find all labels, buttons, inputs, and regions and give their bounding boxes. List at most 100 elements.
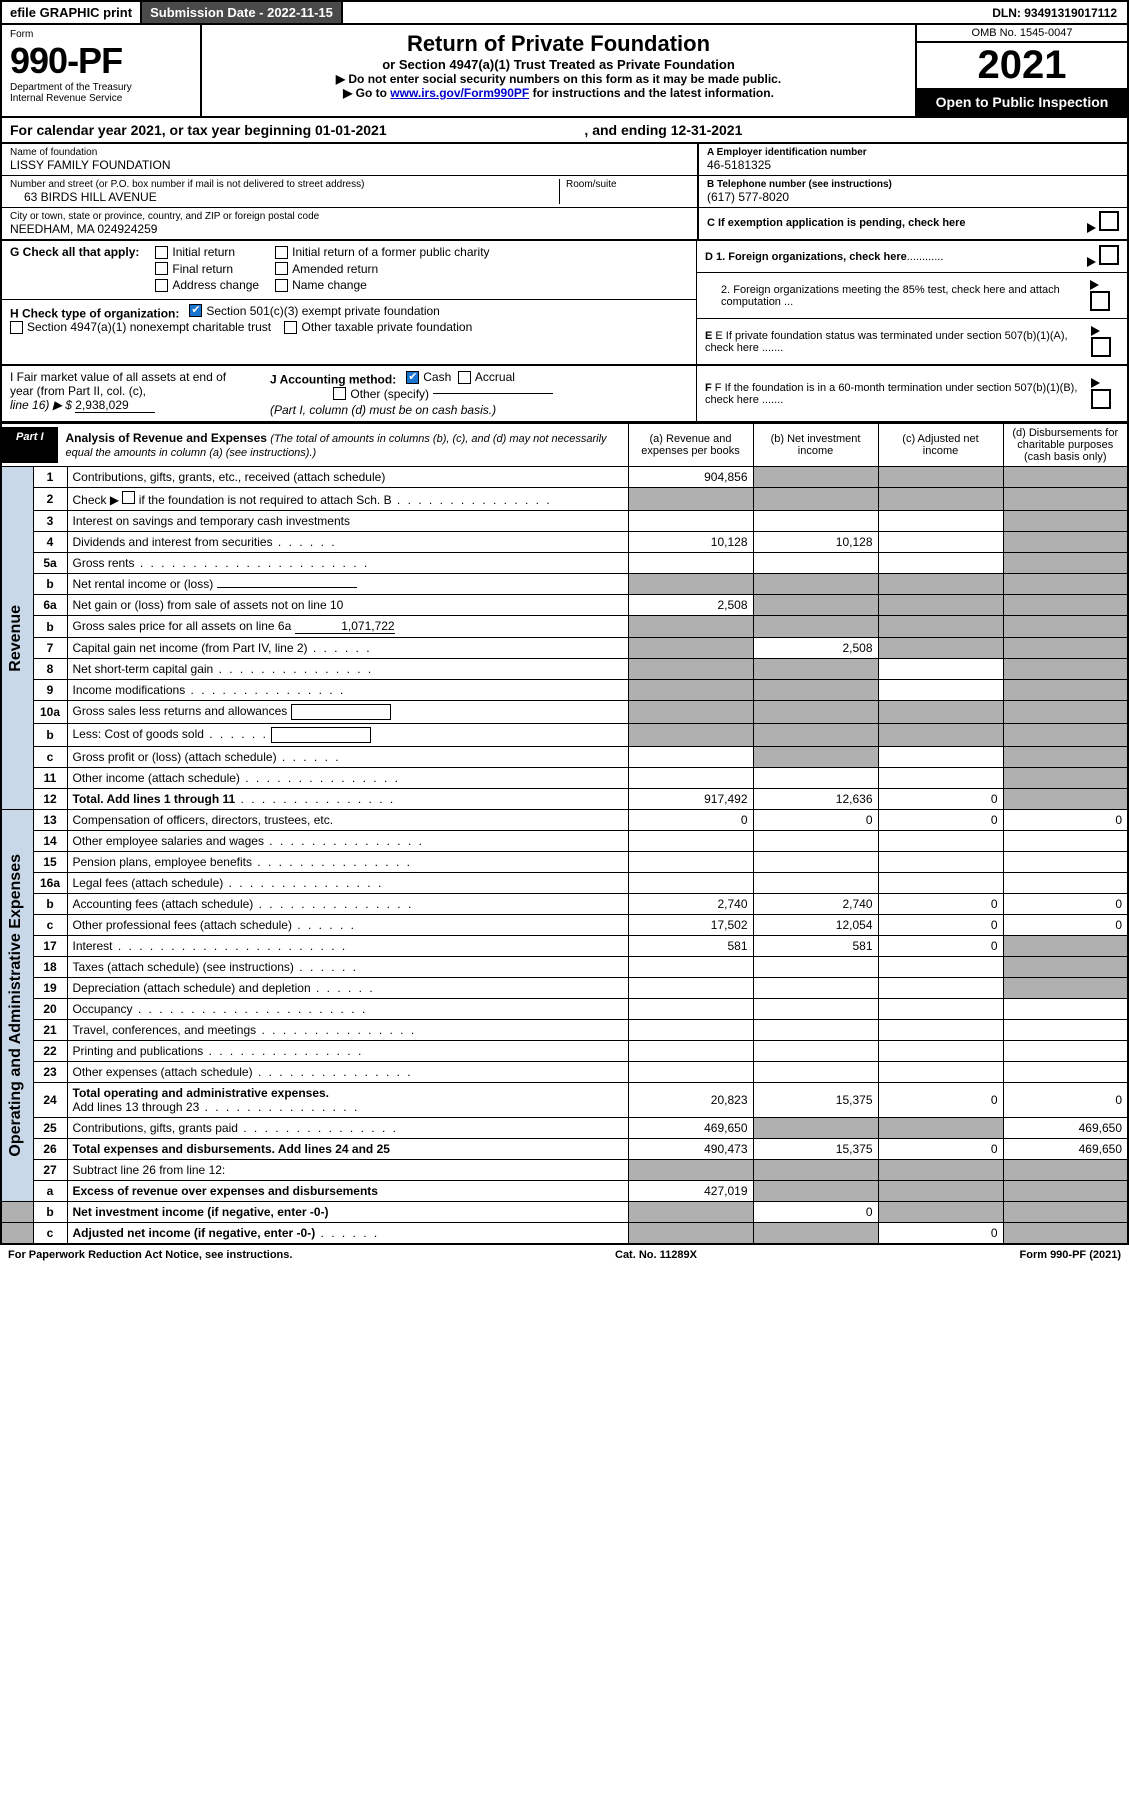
c-checkbox[interactable] <box>1099 211 1119 231</box>
instr-2: ▶ Go to www.irs.gov/Form990PF for instru… <box>212 86 905 100</box>
line-13: Compensation of officers, directors, tru… <box>67 810 628 831</box>
col-c-header: (c) Adjusted net income <box>878 424 1003 467</box>
col-d-header: (d) Disbursements for charitable purpose… <box>1003 424 1128 467</box>
r24-a: 20,823 <box>628 1083 753 1118</box>
r25-d: 469,650 <box>1003 1118 1128 1139</box>
line-5b: Net rental income or (loss) <box>67 574 628 595</box>
street-address: 63 BIRDS HILL AVENUE <box>10 190 559 204</box>
line-7: Capital gain net income (from Part IV, l… <box>67 638 628 659</box>
r16c-a: 17,502 <box>628 915 753 936</box>
r17-c: 0 <box>878 936 1003 957</box>
line-27b: Net investment income (if negative, ente… <box>67 1202 628 1223</box>
city-state-zip: NEEDHAM, MA 024924259 <box>10 222 689 236</box>
checks-section: G Check all that apply: Initial return F… <box>0 241 1129 366</box>
g-name-label: Name change <box>292 278 367 292</box>
form-title: Return of Private Foundation <box>212 31 905 57</box>
line-6b: Gross sales price for all assets on line… <box>67 616 628 638</box>
d2-checkbox[interactable] <box>1090 291 1110 311</box>
part1-tab: Part I <box>2 427 58 463</box>
line-23: Other expenses (attach schedule) <box>67 1062 628 1083</box>
room-label: Room/suite <box>566 179 689 190</box>
g-initial-checkbox[interactable] <box>155 246 168 259</box>
line-14: Other employee salaries and wages <box>67 831 628 852</box>
f-checkbox[interactable] <box>1091 389 1111 409</box>
line-27a: Excess of revenue over expenses and disb… <box>67 1181 628 1202</box>
r16b-d: 0 <box>1003 894 1128 915</box>
submission-date: Submission Date - 2022-11-15 <box>142 2 343 23</box>
j-accrual-checkbox[interactable] <box>458 371 471 384</box>
line-10a: Gross sales less returns and allowances <box>67 701 628 724</box>
fmv-value: 2,938,029 <box>75 398 155 413</box>
form-subtitle: or Section 4947(a)(1) Trust Treated as P… <box>212 57 905 72</box>
col-a-header: (a) Revenue and expenses per books <box>628 424 753 467</box>
r12-b: 12,636 <box>753 789 878 810</box>
d1-checkbox[interactable] <box>1099 245 1119 265</box>
h-501c3-label: Section 501(c)(3) exempt private foundat… <box>206 304 439 318</box>
line-25: Contributions, gifts, grants paid <box>67 1118 628 1139</box>
r12-a: 917,492 <box>628 789 753 810</box>
tel-value: (617) 577-8020 <box>707 190 1119 204</box>
g-final-checkbox[interactable] <box>155 262 168 275</box>
line-4: Dividends and interest from securities <box>67 532 628 553</box>
footer-mid: Cat. No. 11289X <box>615 1249 697 1261</box>
line-16c: Other professional fees (attach schedule… <box>67 915 628 936</box>
part1-title: Analysis of Revenue and Expenses <box>66 431 267 445</box>
line-12: Total. Add lines 1 through 11 <box>67 789 628 810</box>
e-checkbox[interactable] <box>1091 337 1111 357</box>
c-label: C If exemption application is pending, c… <box>707 217 966 229</box>
i-label: I Fair market value of all assets at end… <box>10 370 226 398</box>
r16c-c: 0 <box>878 915 1003 936</box>
h-4947-label: Section 4947(a)(1) nonexempt charitable … <box>27 320 271 334</box>
r26-c: 0 <box>878 1139 1003 1160</box>
g-amended-label: Amended return <box>292 262 378 276</box>
r27b-b: 0 <box>753 1202 878 1223</box>
g-final-label: Final return <box>172 262 233 276</box>
line-22: Printing and publications <box>67 1041 628 1062</box>
g-name-checkbox[interactable] <box>275 279 288 292</box>
f-label: F If the foundation is in a 60-month ter… <box>705 382 1077 406</box>
j-accrual-label: Accrual <box>475 370 515 384</box>
h-4947-checkbox[interactable] <box>10 321 23 334</box>
line-24: Total operating and administrative expen… <box>67 1083 628 1118</box>
form-header: Form 990-PF Department of the Treasury I… <box>0 25 1129 118</box>
line-21: Travel, conferences, and meetings <box>67 1020 628 1041</box>
r12-c: 0 <box>878 789 1003 810</box>
r27c-c: 0 <box>878 1223 1003 1245</box>
r6a-a: 2,508 <box>628 595 753 616</box>
line-11: Other income (attach schedule) <box>67 768 628 789</box>
r25-a: 469,650 <box>628 1118 753 1139</box>
irs: Internal Revenue Service <box>10 93 192 104</box>
r13-b: 0 <box>753 810 878 831</box>
r13-d: 0 <box>1003 810 1128 831</box>
addr-label: Number and street (or P.O. box number if… <box>10 179 559 190</box>
g-former-checkbox[interactable] <box>275 246 288 259</box>
tel-label: B Telephone number (see instructions) <box>707 179 892 190</box>
fmv-section: I Fair market value of all assets at end… <box>0 366 1129 423</box>
entity-info: Name of foundation LISSY FAMILY FOUNDATI… <box>0 144 1129 241</box>
h-501c3-checkbox[interactable] <box>189 304 202 317</box>
line-18: Taxes (attach schedule) (see instruction… <box>67 957 628 978</box>
line-26: Total expenses and disbursements. Add li… <box>67 1139 628 1160</box>
r26-d: 469,650 <box>1003 1139 1128 1160</box>
r26-b: 15,375 <box>753 1139 878 1160</box>
irs-link[interactable]: www.irs.gov/Form990PF <box>390 86 529 100</box>
ein-value: 46-5181325 <box>707 158 1119 172</box>
h-other-label: Other taxable private foundation <box>301 320 472 334</box>
d1-label: D 1. Foreign organizations, check here <box>705 251 907 263</box>
g-address-checkbox[interactable] <box>155 279 168 292</box>
city-label: City or town, state or province, country… <box>10 211 689 222</box>
efile-label: efile GRAPHIC print <box>2 2 142 23</box>
r16b-b: 2,740 <box>753 894 878 915</box>
g-amended-checkbox[interactable] <box>275 262 288 275</box>
r26-a: 490,473 <box>628 1139 753 1160</box>
form-number: 990-PF <box>10 40 192 82</box>
r27a-a: 427,019 <box>628 1181 753 1202</box>
j-other-checkbox[interactable] <box>333 387 346 400</box>
j-cash-checkbox[interactable] <box>406 371 419 384</box>
line-19: Depreciation (attach schedule) and deple… <box>67 978 628 999</box>
line-9: Income modifications <box>67 680 628 701</box>
footer-left: For Paperwork Reduction Act Notice, see … <box>8 1249 292 1261</box>
col-b-header: (b) Net investment income <box>753 424 878 467</box>
h-other-checkbox[interactable] <box>284 321 297 334</box>
line-16b: Accounting fees (attach schedule) <box>67 894 628 915</box>
